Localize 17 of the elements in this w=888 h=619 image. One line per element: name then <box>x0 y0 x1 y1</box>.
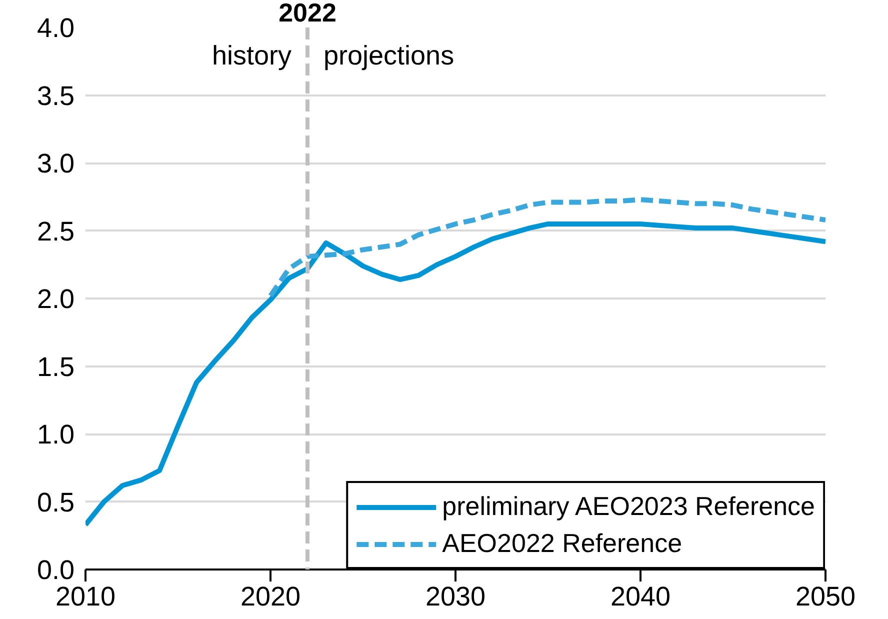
y-tick-label: 3.5 <box>36 80 75 111</box>
y-tick-label: 0.5 <box>36 487 75 518</box>
ref-line-label: 2022 <box>278 0 336 28</box>
legend-label: preliminary AEO2023 Reference <box>442 491 815 522</box>
legend-label: AEO2022 Reference <box>442 528 682 559</box>
y-tick-label: 1.5 <box>36 352 75 382</box>
x-tick-label: 2040 <box>610 582 671 612</box>
y-tick-label: 3.0 <box>36 148 75 178</box>
y-tick-label: 2.5 <box>36 216 75 246</box>
y-tick-label: 4.0 <box>36 13 75 43</box>
x-tick-label: 2020 <box>240 582 301 612</box>
y-tick-label: 2.0 <box>36 284 75 314</box>
annotation: history <box>212 40 292 70</box>
annotation: projections <box>324 40 454 70</box>
x-tick-label: 2050 <box>795 582 856 612</box>
x-tick-label: 2030 <box>425 582 486 612</box>
y-tick-label: 1.0 <box>36 420 75 450</box>
